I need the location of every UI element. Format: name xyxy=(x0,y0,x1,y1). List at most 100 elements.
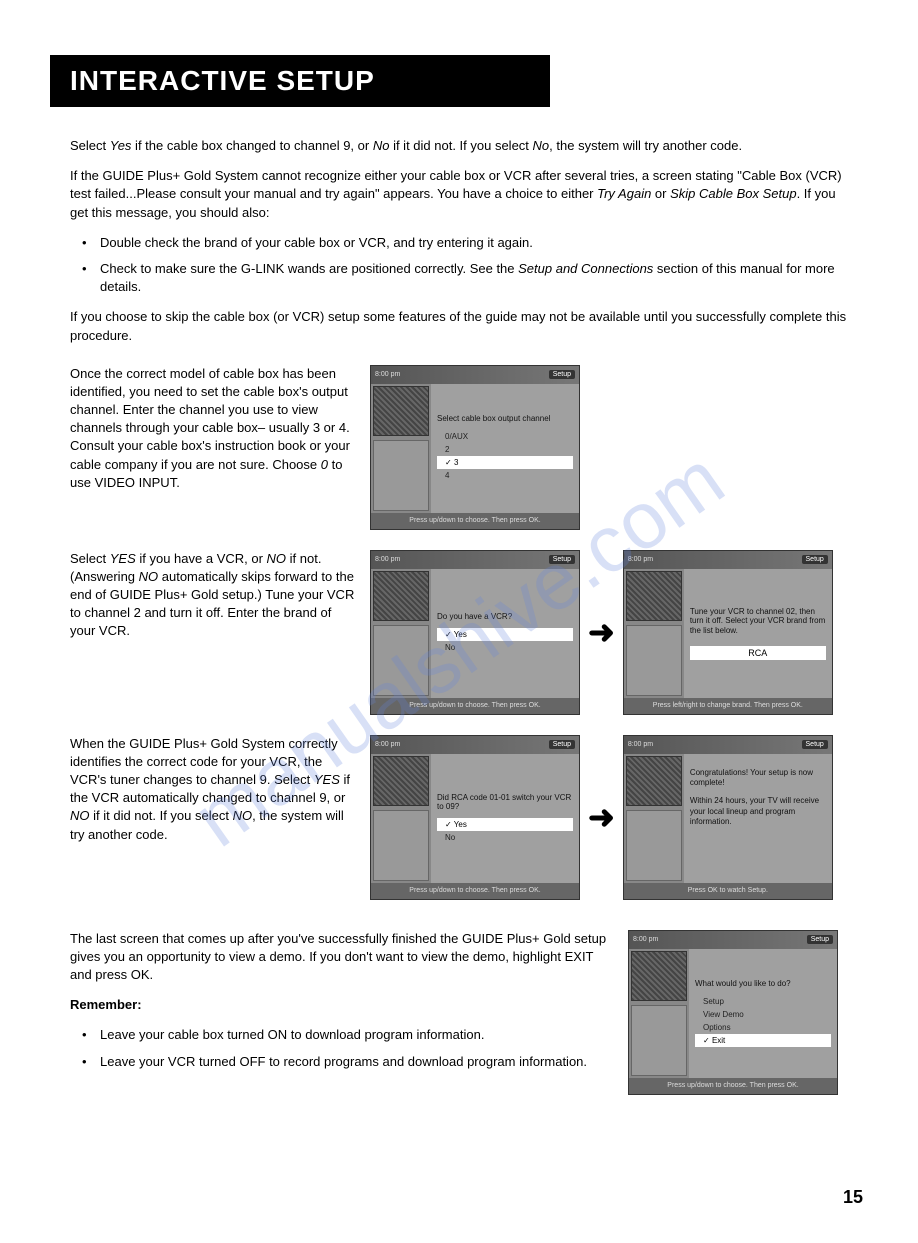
tv-side xyxy=(624,754,684,883)
tv-topbar: 8:00 pm Setup xyxy=(624,551,832,569)
tv-option: No xyxy=(437,641,573,654)
tv-body: Select cable box output channel 0/AUX 2 … xyxy=(371,384,579,513)
tv-ad xyxy=(373,625,429,696)
tv-body: Do you have a VCR? Yes No xyxy=(371,569,579,698)
tv-time: 8:00 pm xyxy=(375,371,400,378)
remember-heading: Remember: xyxy=(70,996,608,1014)
tv-side xyxy=(371,754,431,883)
tv-ad xyxy=(626,810,682,881)
intro-p1: Select Yes if the cable box changed to c… xyxy=(70,137,848,155)
step1-screens: 8:00 pm Setup Select cable box output ch… xyxy=(370,365,848,530)
tv-preview xyxy=(373,386,429,436)
tv-screen-vcr-brand: 8:00 pm Setup Tune your VCR to channel 0… xyxy=(623,550,833,715)
page-number: 15 xyxy=(843,1187,863,1208)
step2-screens: 8:00 pm Setup Do you have a VCR? Yes No xyxy=(370,550,848,715)
bullet-item: Leave your cable box turned ON to downlo… xyxy=(70,1026,608,1044)
tv-topbar: 8:00 pm Setup xyxy=(371,551,579,569)
t: YES xyxy=(314,772,340,787)
t: NO xyxy=(139,569,159,584)
tv-main: Congratulations! Your setup is now compl… xyxy=(684,754,832,883)
step1-row: Once the correct model of cable box has … xyxy=(70,365,848,530)
page-header: INTERACTIVE SETUP xyxy=(50,55,550,107)
step3-screens: 8:00 pm Setup Did RCA code 01-01 switch … xyxy=(370,735,848,900)
t: if it did not. If you select xyxy=(90,808,233,823)
t: 0 xyxy=(321,457,328,472)
tv-option: 0/AUX xyxy=(437,430,573,443)
intro-p2: If the GUIDE Plus+ Gold System cannot re… xyxy=(70,167,848,222)
tv-body: Did RCA code 01-01 switch your VCR to 09… xyxy=(371,754,579,883)
arrow-icon: ➜ xyxy=(588,613,615,651)
step1-text: Once the correct model of cable box has … xyxy=(70,365,370,492)
tv-badge: Setup xyxy=(549,740,575,749)
tv-main: Did RCA code 01-01 switch your VCR to 09… xyxy=(431,754,579,883)
t: NO xyxy=(267,551,287,566)
t: When the GUIDE Plus+ Gold System correct… xyxy=(70,736,338,787)
tv-option: No xyxy=(437,831,573,844)
tv-ad xyxy=(373,810,429,881)
t: if the cable box changed to channel 9, o… xyxy=(131,138,372,153)
tv-options: 0/AUX 2 3 4 xyxy=(437,430,573,482)
step3-text: When the GUIDE Plus+ Gold System correct… xyxy=(70,735,370,844)
tv-screen-code-test: 8:00 pm Setup Did RCA code 01-01 switch … xyxy=(370,735,580,900)
tv-body: What would you like to do? Setup View De… xyxy=(629,949,837,1078)
tv-badge: Setup xyxy=(802,555,828,564)
tv-badge: Setup xyxy=(549,555,575,564)
tv-time: 8:00 pm xyxy=(633,936,658,943)
tv-main: Do you have a VCR? Yes No xyxy=(431,569,579,698)
tv-options: Setup View Demo Options Exit xyxy=(695,995,831,1047)
tv-time: 8:00 pm xyxy=(375,556,400,563)
step4-screen-col: 8:00 pm Setup What would you like to do?… xyxy=(628,930,848,1095)
tv-ad xyxy=(626,625,682,696)
step4-row: The last screen that comes up after you'… xyxy=(70,930,848,1095)
tv-footer: Press OK to watch Setup. xyxy=(624,883,832,899)
tv-prompt: What would you like to do? xyxy=(695,979,831,989)
tv-msg: Within 24 hours, your TV will receive yo… xyxy=(690,796,826,827)
tv-prompt: Do you have a VCR? xyxy=(437,612,573,622)
tv-preview xyxy=(626,756,682,806)
tv-prompt: Did RCA code 01-01 switch your VCR to 09… xyxy=(437,793,573,812)
tv-side xyxy=(624,569,684,698)
tv-time: 8:00 pm xyxy=(628,741,653,748)
tv-option: Options xyxy=(695,1021,831,1034)
t: or xyxy=(651,186,670,201)
tv-options: Yes No xyxy=(437,628,573,654)
intro-bullets: Double check the brand of your cable box… xyxy=(70,234,848,297)
tv-screen-congrats: 8:00 pm Setup Congratulations! Your setu… xyxy=(623,735,833,900)
tv-footer: Press up/down to choose. Then press OK. xyxy=(371,698,579,714)
tv-option-selected: Yes xyxy=(437,628,573,641)
tv-option: 4 xyxy=(437,469,573,482)
tv-topbar: 8:00 pm Setup xyxy=(371,736,579,754)
tv-option: Setup xyxy=(695,995,831,1008)
tv-body: Tune your VCR to channel 02, then turn i… xyxy=(624,569,832,698)
tv-ad xyxy=(631,1005,687,1076)
step2-text: Select YES if you have a VCR, or NO if n… xyxy=(70,550,370,641)
tv-prompt: Select cable box output channel xyxy=(437,414,573,424)
t: Setup and Connections xyxy=(518,261,653,276)
tv-option-selected: 3 xyxy=(437,456,573,469)
step2-row: Select YES if you have a VCR, or NO if n… xyxy=(70,550,848,715)
bullet-item: Double check the brand of your cable box… xyxy=(70,234,848,252)
t: Select xyxy=(70,138,110,153)
t: NO xyxy=(233,808,253,823)
tv-footer: Press left/right to change brand. Then p… xyxy=(624,698,832,714)
t: Yes xyxy=(110,138,132,153)
t: YES xyxy=(110,551,136,566)
tv-time: 8:00 pm xyxy=(628,556,653,563)
tv-topbar: 8:00 pm Setup xyxy=(624,736,832,754)
tv-screen-have-vcr: 8:00 pm Setup Do you have a VCR? Yes No xyxy=(370,550,580,715)
t: if it did not. If you select xyxy=(389,138,532,153)
tv-screen-output-channel: 8:00 pm Setup Select cable box output ch… xyxy=(370,365,580,530)
tv-side xyxy=(629,949,689,1078)
tv-option-selected: Exit xyxy=(695,1034,831,1047)
bullet-item: Check to make sure the G-LINK wands are … xyxy=(70,260,848,296)
tv-main: Select cable box output channel 0/AUX 2 … xyxy=(431,384,579,513)
t: Try Again xyxy=(597,186,651,201)
tv-main: What would you like to do? Setup View De… xyxy=(689,949,837,1078)
tv-msg: Congratulations! Your setup is now compl… xyxy=(690,768,826,789)
arrow-icon: ➜ xyxy=(588,798,615,836)
step4-text: The last screen that comes up after you'… xyxy=(70,930,608,985)
tv-preview xyxy=(373,571,429,621)
tv-option-selected: Yes xyxy=(437,818,573,831)
tv-preview xyxy=(373,756,429,806)
tv-topbar: 8:00 pm Setup xyxy=(629,931,837,949)
